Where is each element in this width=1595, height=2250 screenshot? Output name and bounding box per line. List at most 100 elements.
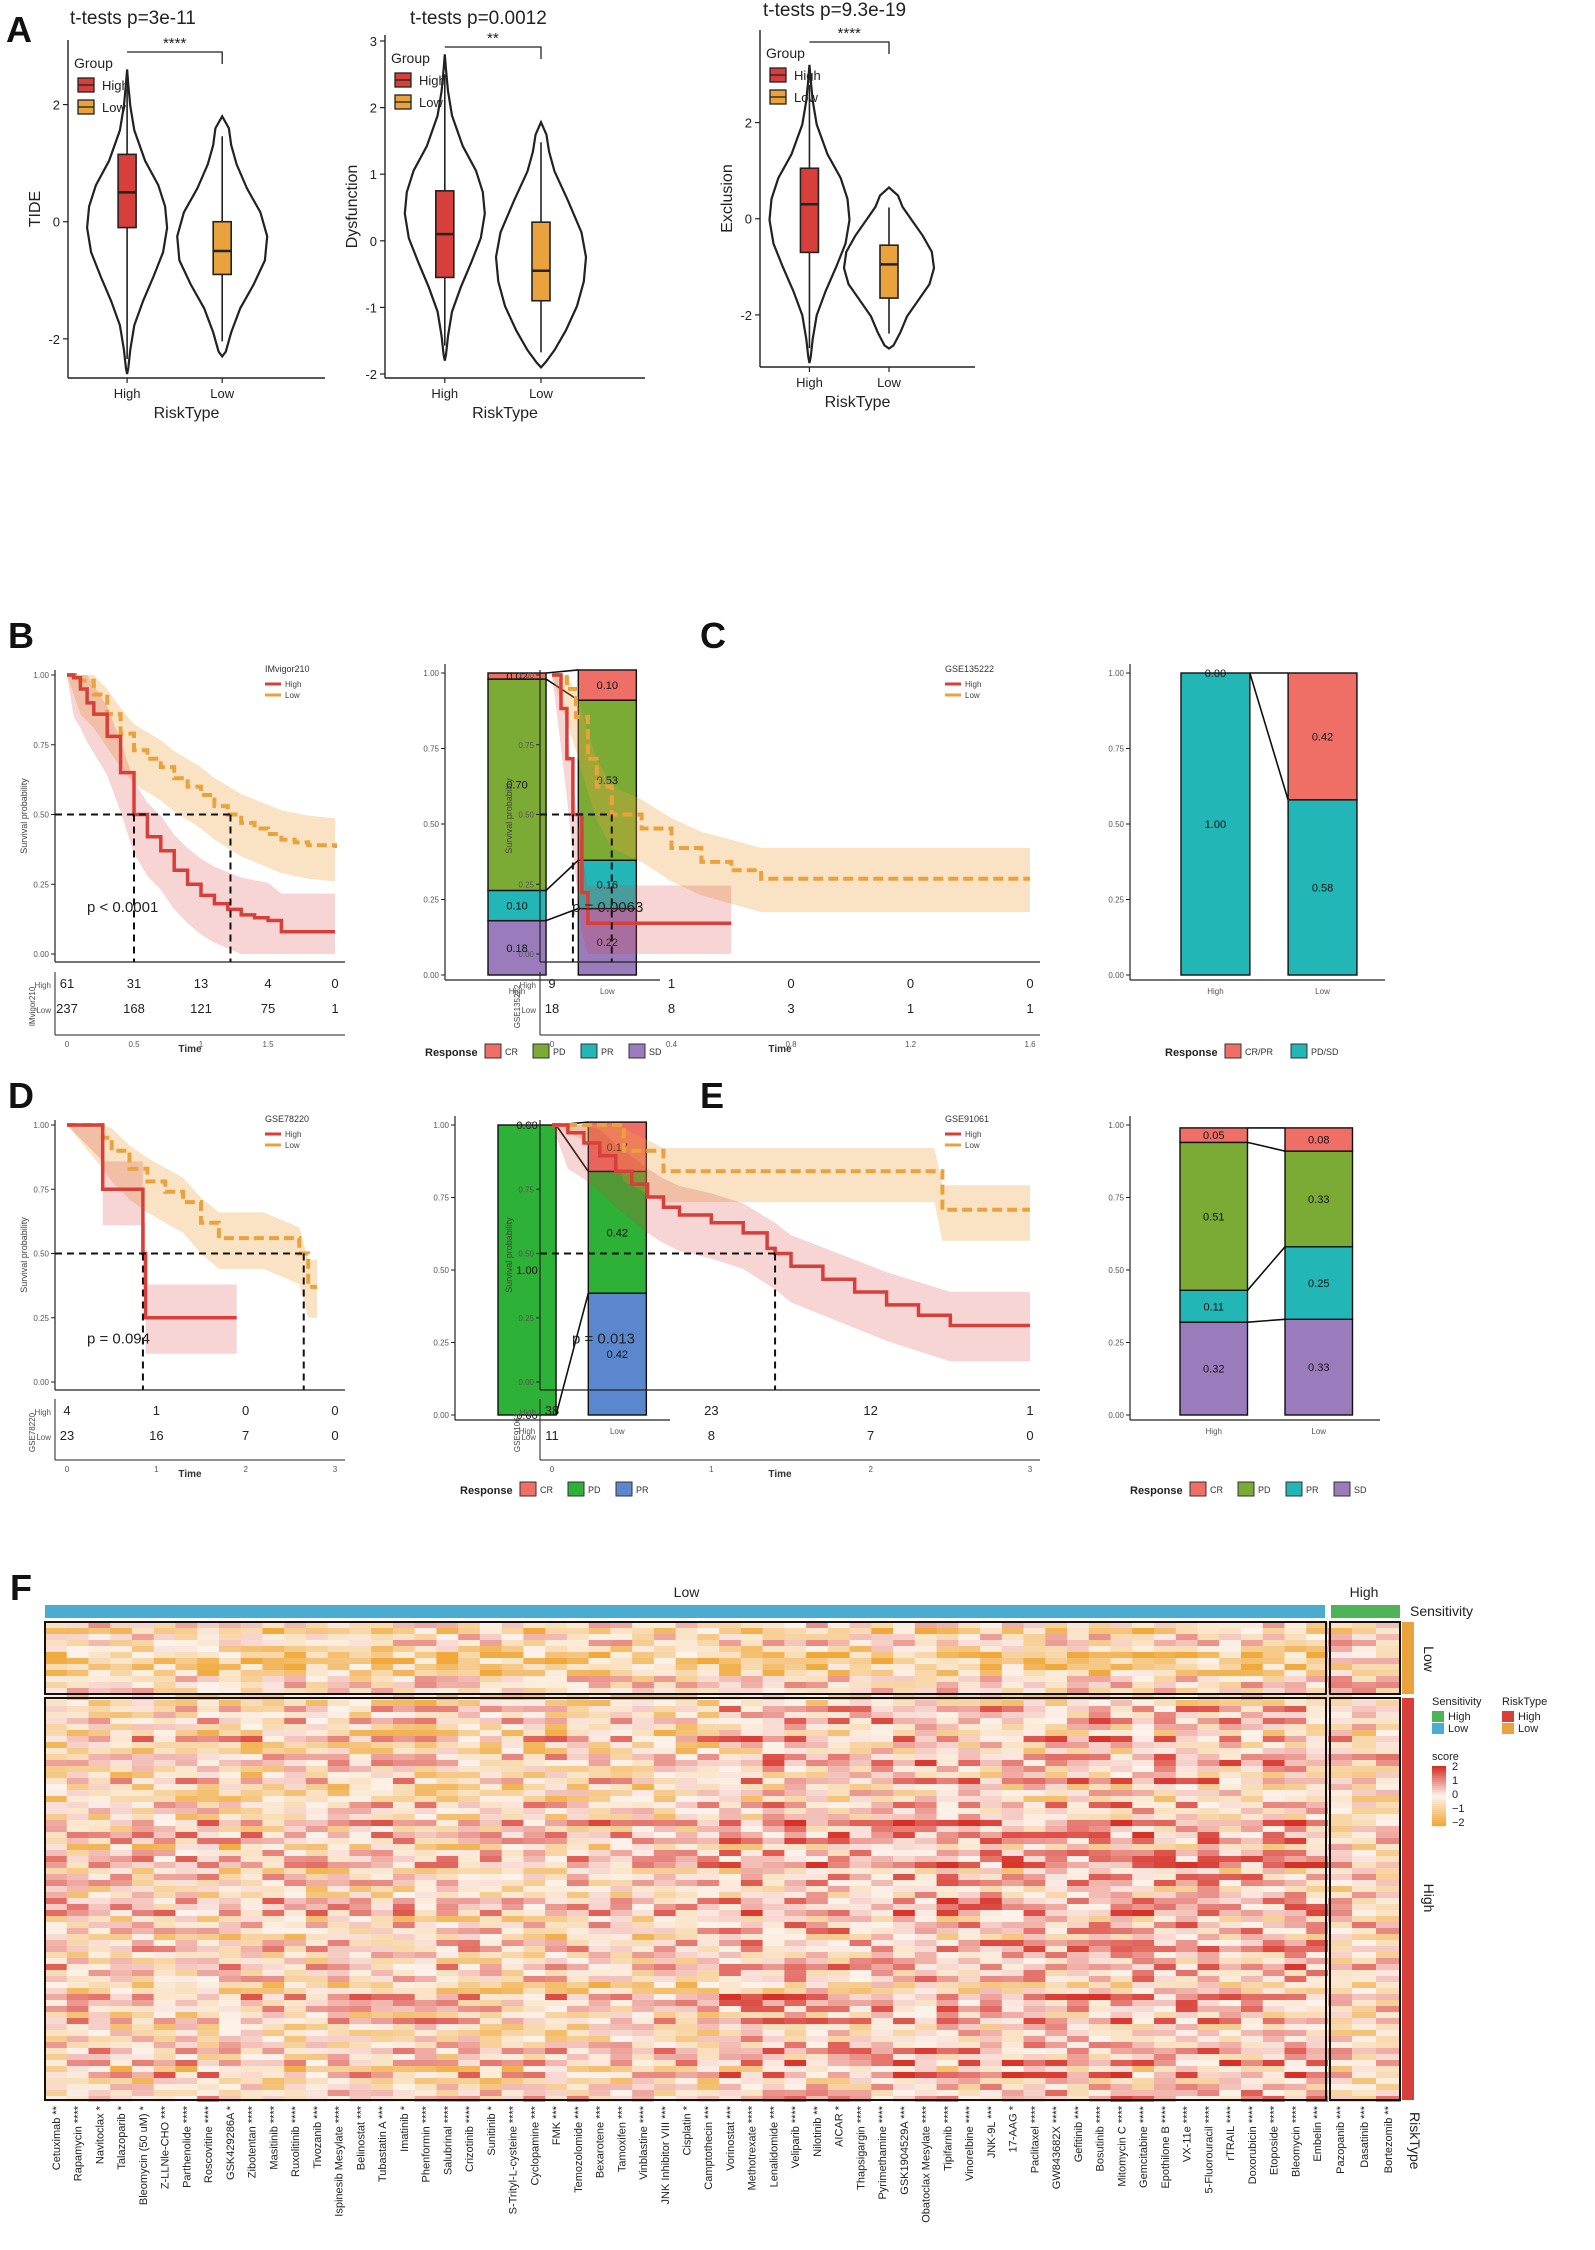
heat-cell	[1284, 1928, 1307, 1934]
heat-cell	[653, 1622, 677, 1628]
heat-cell	[1328, 1808, 1353, 1814]
heat-cell	[262, 1676, 285, 1682]
heat-cell	[893, 2054, 916, 2060]
heat-cell	[610, 1946, 633, 1952]
heat-cell	[45, 1868, 68, 1874]
heat-cell	[284, 1772, 307, 1778]
heat-cell	[1284, 1838, 1307, 1844]
heat-cell	[1306, 1850, 1329, 1856]
heat-cell	[197, 1838, 220, 1844]
response-legend-label: SD	[649, 1047, 662, 1057]
heat-cell	[371, 1652, 394, 1658]
heat-cell	[849, 1652, 872, 1658]
heat-cell	[218, 1622, 242, 1628]
heat-cell	[1088, 2024, 1112, 2030]
heat-cell	[914, 1640, 938, 1646]
violin-low	[176, 114, 269, 359]
heat-cell	[1376, 1676, 1401, 1682]
heat-cell	[1132, 1832, 1155, 1838]
heat-cell	[697, 1706, 720, 1712]
heat-cell	[653, 1646, 677, 1652]
heat-cell	[479, 1826, 503, 1832]
heat-cell	[806, 1826, 829, 1832]
heat-cell	[305, 1784, 329, 1790]
heat-cell	[88, 1724, 111, 1730]
heat-cell	[675, 1772, 698, 1778]
heat-cell	[740, 1934, 764, 1940]
heat-cell	[1110, 1628, 1133, 1634]
heat-cell	[588, 2048, 611, 2054]
heat-cell	[349, 1916, 372, 1922]
heat-cell	[1175, 1808, 1199, 1814]
heat-cell	[523, 1964, 546, 1970]
heat-cell	[1067, 1670, 1090, 1676]
heat-cell	[110, 2048, 133, 2054]
heat-cell	[501, 2000, 524, 2006]
heat-cell	[110, 1730, 133, 1736]
heat-cell	[958, 1874, 981, 1880]
heat-cell	[327, 1862, 350, 1868]
heat-cell	[1045, 1778, 1068, 1784]
heat-cell	[501, 1880, 524, 1886]
heat-cell	[697, 1958, 720, 1964]
heat-cell	[1197, 1964, 1220, 1970]
heat-cell	[784, 1802, 807, 1808]
y-tick-label: 0.50	[33, 1250, 49, 1259]
heat-cell	[958, 1892, 981, 1898]
heat-cell	[175, 1742, 198, 1748]
heat-cell	[371, 1886, 394, 1892]
heat-cell	[1045, 1910, 1068, 1916]
heat-cell	[893, 1934, 916, 1940]
heat-cell	[740, 1742, 764, 1748]
heat-cell	[697, 1652, 720, 1658]
heat-cell	[588, 1682, 611, 1688]
y-tick-label: 2	[370, 101, 377, 116]
heat-cell	[1262, 1814, 1286, 1820]
heat-cell	[153, 1802, 176, 1808]
heat-cell	[871, 1970, 894, 1976]
heat-cell	[458, 1880, 481, 1886]
heat-cell	[458, 1868, 481, 1874]
heat-cell	[871, 1802, 894, 1808]
heat-cell	[392, 1850, 416, 1856]
heat-cell	[479, 1856, 503, 1862]
heat-cell	[479, 1688, 503, 1694]
heat-cell	[284, 1688, 307, 1694]
heat-cell	[1175, 1724, 1199, 1730]
heat-cell	[1352, 1652, 1377, 1658]
heat-cell	[218, 1718, 242, 1724]
heat-cell	[849, 1970, 872, 1976]
heat-cell	[740, 1736, 764, 1742]
heat-cell	[914, 1688, 938, 1694]
heat-cell	[806, 1904, 829, 1910]
heat-cell	[436, 2018, 459, 2024]
heat-cell	[1154, 1916, 1177, 1922]
heat-cell	[479, 2042, 503, 2048]
heat-cell	[88, 1790, 111, 1796]
heat-cell	[305, 2018, 329, 2024]
heat-cell	[45, 1784, 68, 1790]
heat-cell	[588, 1928, 611, 1934]
heat-cell	[1197, 1718, 1220, 1724]
heat-cell	[827, 1682, 851, 1688]
heat-cell	[88, 1982, 111, 1988]
heat-cell	[762, 1784, 785, 1790]
heat-cell	[284, 1946, 307, 1952]
heat-cell	[349, 1676, 372, 1682]
heat-cell	[1262, 1952, 1286, 1958]
y-tick-label: 1.00	[423, 669, 439, 678]
flow-line	[555, 1124, 589, 1172]
heat-cell	[371, 1910, 394, 1916]
heat-cell	[414, 1874, 437, 1880]
heat-cell	[893, 1682, 916, 1688]
heat-cell	[1219, 1928, 1242, 1934]
heat-cell	[827, 1634, 851, 1640]
heat-cell	[1284, 1826, 1307, 1832]
heat-cell	[1067, 1916, 1090, 1922]
heat-cell	[893, 1802, 916, 1808]
heat-cell	[1088, 1646, 1112, 1652]
heat-cell	[871, 1898, 894, 1904]
heat-cell	[784, 1658, 807, 1664]
